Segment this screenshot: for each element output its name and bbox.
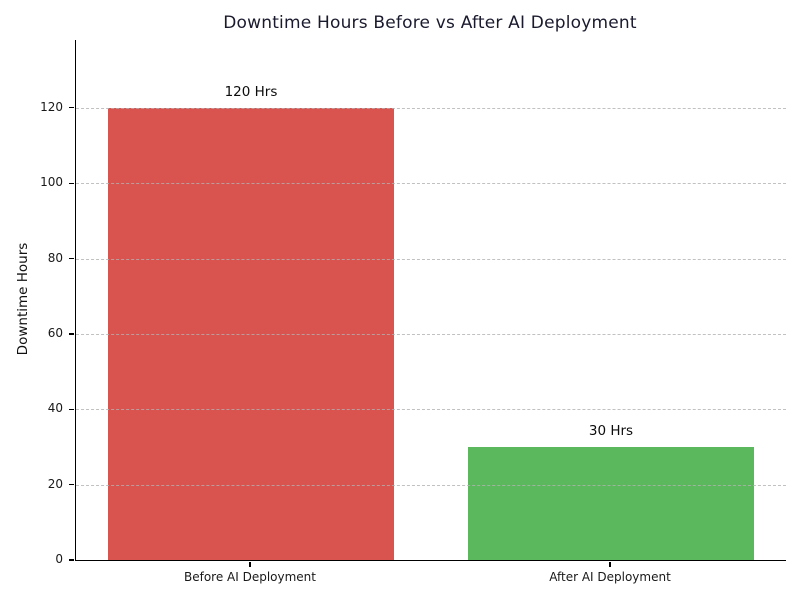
chart-title: Downtime Hours Before vs After AI Deploy… [223,13,637,33]
bar-value-label: 30 Hrs [588,422,634,439]
y-tick-label: 40 [47,401,63,416]
y-tick-mark [68,483,74,486]
x-tick-label: Before AI Deployment [183,570,316,584]
gridline-y-40 [76,409,786,411]
x-tick-label: After AI Deployment [549,570,671,584]
x-tick-mark [609,561,611,567]
gridline-y-60 [76,333,786,335]
y-tick-mark [68,107,74,109]
plot-area: 120 Hrs 30 Hrs [75,40,786,561]
y-tick-mark [68,182,74,184]
bar-after [467,446,755,560]
x-tick-mark [249,561,251,567]
y-tick-mark [68,333,74,335]
gridline-y-80 [76,258,786,260]
y-tick-mark [68,559,74,561]
gridline-y-100 [76,183,786,185]
y-tick-label: 0 [55,552,63,566]
y-tick-mark [68,408,74,410]
bar-value-label: 120 Hrs [224,83,278,100]
y-tick-label: 60 [47,325,63,340]
y-tick-label: 120 [40,99,63,114]
y-tick-label: 80 [47,250,63,265]
gridline-y-20 [76,484,786,486]
gridline-y-120 [76,107,786,109]
y-tick-label: 100 [40,175,63,190]
y-tick-mark [68,257,74,260]
y-tick-label: 20 [47,476,63,491]
